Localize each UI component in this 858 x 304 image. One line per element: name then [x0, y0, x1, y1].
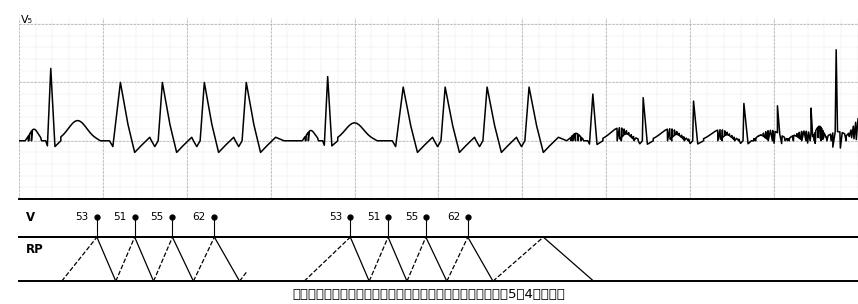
Text: 51: 51 [367, 212, 380, 222]
Text: 窦性搏动、短阵性室性心动过速伴逆传心房及心室折返径路内5：4文氏现象: 窦性搏动、短阵性室性心动过速伴逆传心房及心室折返径路内5：4文氏现象 [293, 288, 565, 301]
Text: 55: 55 [151, 212, 164, 222]
Text: 53: 53 [329, 212, 342, 222]
Text: 53: 53 [76, 212, 88, 222]
Text: RP: RP [26, 243, 44, 256]
Text: 55: 55 [405, 212, 418, 222]
Text: V: V [26, 211, 34, 224]
Text: 51: 51 [113, 212, 126, 222]
Text: 62: 62 [447, 212, 460, 222]
Text: 62: 62 [192, 212, 206, 222]
Text: V₅: V₅ [21, 15, 33, 25]
